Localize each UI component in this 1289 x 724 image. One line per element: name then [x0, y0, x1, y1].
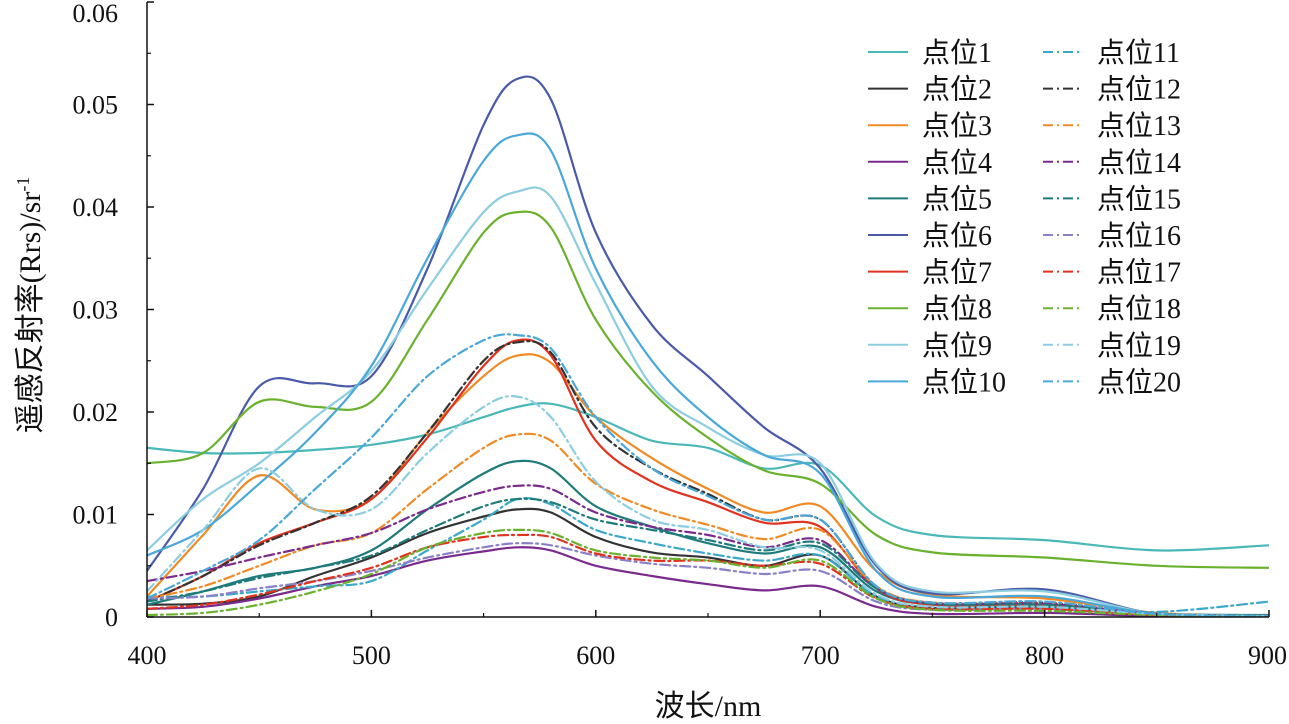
series-line-9-8 [147, 186, 1269, 617]
x-tick-label-600: 600 [576, 641, 615, 670]
legend-label-5: 点位6 [922, 220, 992, 252]
legend-label-2: 点位3 [922, 110, 992, 142]
y-tick-label-0-02: 0.02 [73, 398, 119, 427]
series-line-10-9 [147, 132, 1269, 617]
svg-text:遥感反射率(Rrs)/sr-1: 遥感反射率(Rrs)/sr-1 [13, 177, 47, 434]
x-tick-label-800: 800 [1025, 641, 1064, 670]
legend-label-13: 点位14 [1097, 147, 1181, 179]
y-axis-title: 遥感反射率(Rrs)/sr-1 [13, 177, 47, 434]
y-axis-title-main: 遥感反射率(Rrs)/sr [14, 192, 47, 434]
series-line-15-14 [147, 497, 1269, 617]
legend-label-19: 点位20 [1097, 366, 1181, 398]
y-tick-label-0-01: 0.01 [73, 501, 119, 530]
series-line-8-7 [147, 210, 1269, 569]
x-tick-label-500: 500 [352, 641, 391, 670]
series-line-5-4 [147, 459, 1269, 617]
legend-label-3: 点位4 [922, 147, 992, 179]
legend-label-17: 点位18 [1097, 293, 1181, 325]
tick-labels: 400 500 600 700 800 900 0 0.01 0.02 0.03 0.04 0.05 0… [73, 0, 1288, 670]
legend-label-11: 点位12 [1097, 74, 1181, 106]
series-line-19-18 [147, 395, 1269, 617]
legend-label-9: 点位10 [922, 366, 1006, 398]
legend-label-10: 点位11 [1097, 37, 1180, 69]
axes [146, 1, 1270, 618]
legend-label-14: 点位15 [1097, 183, 1181, 215]
series-line-20-19 [147, 333, 1269, 617]
legend-label-15: 点位16 [1097, 220, 1181, 252]
series-line-6-5 [147, 75, 1269, 617]
legend-label-18: 点位19 [1097, 330, 1181, 362]
series-line-17-16 [147, 533, 1269, 617]
y-tick-label-0-06: 0.06 [73, 0, 119, 28]
legend-label-6: 点位7 [922, 257, 992, 289]
x-tick-label-700: 700 [801, 641, 840, 670]
legend-label-16: 点位17 [1097, 257, 1181, 289]
legend-label-4: 点位5 [922, 183, 992, 215]
series-line-14-13 [147, 484, 1269, 617]
legend-label-7: 点位8 [922, 293, 992, 325]
y-tick-label-0: 0 [105, 603, 118, 632]
legend-label-0: 点位1 [922, 37, 992, 69]
legend-label-1: 点位2 [922, 74, 992, 106]
series-line-4-3 [147, 546, 1269, 617]
legend-label-12: 点位13 [1097, 110, 1181, 142]
series-line-11-10 [147, 497, 1269, 614]
x-axis-title: 波长/nm [655, 690, 762, 723]
legend: 点位1 点位2 点位3 点位4 点位5 点位6 点位7 点位8 点位9 点位10 点位11 点位12 点… [868, 37, 1181, 398]
y-axis-title-superscript: -1 [13, 177, 33, 192]
y-tick-label-0-03: 0.03 [73, 296, 119, 325]
series-line-1-0 [147, 402, 1269, 552]
y-tick-label-0-05: 0.05 [73, 91, 119, 120]
y-tick-label-0-04: 0.04 [73, 193, 119, 222]
x-tick-label-400: 400 [128, 641, 167, 670]
series-line-13-12 [147, 432, 1269, 617]
series-line-18-17 [147, 528, 1269, 617]
x-tick-label-900: 900 [1248, 641, 1287, 670]
plot-area [147, 75, 1269, 617]
legend-label-8: 点位9 [922, 330, 992, 362]
